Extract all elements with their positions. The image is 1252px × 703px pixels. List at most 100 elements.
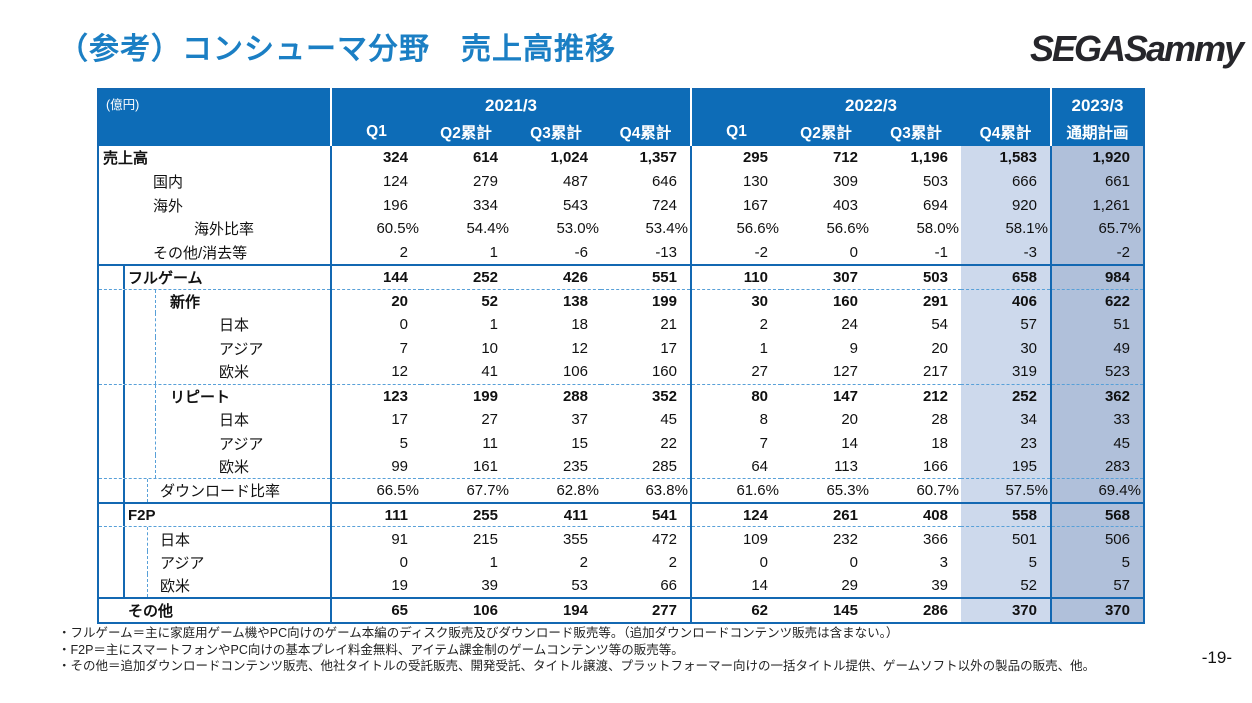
cell-value: 568: [1050, 502, 1144, 527]
cell-value: 62: [690, 597, 781, 624]
cell-value: 53: [571, 577, 588, 595]
page-number: -19-: [1201, 648, 1232, 667]
row-label: その他: [98, 597, 331, 624]
cell-value: 63.8%: [601, 478, 691, 504]
cell-value: 123: [330, 383, 421, 408]
cell-value: 622: [1050, 288, 1144, 313]
cell-value: 62.8%: [511, 478, 601, 504]
col-2021-q1: Q1: [330, 117, 421, 146]
cell-value: -3: [961, 240, 1051, 265]
cell-value: 503: [922, 173, 948, 191]
table-row: 欧米 19 39 53 66 14 29 39 52 57: [98, 574, 1144, 599]
table-row: アジア 5 11 15 22 7 14 18 23 45: [98, 431, 1144, 456]
cell-value: 57: [1050, 574, 1144, 599]
cell-value: 109: [690, 526, 781, 551]
year-2023-header: 2023/3: [1050, 89, 1144, 117]
cell-value: 334: [472, 196, 498, 214]
cell-value: 232: [781, 526, 871, 551]
cell-value: 22: [660, 434, 677, 452]
table-row: アジア 7 10 12 17 1 9 20 30 49: [98, 336, 1144, 361]
cell-value: 124: [330, 169, 421, 194]
col-2022-q1: Q1: [690, 117, 781, 146]
row-label: 欧米: [98, 574, 331, 598]
cell-value: 355: [511, 526, 601, 551]
cell-value: 60.5%: [330, 217, 421, 241]
cell-value: 352: [601, 383, 691, 408]
cell-value: 614: [472, 149, 498, 167]
cell-value: 646: [651, 173, 677, 191]
cell-value: 34: [961, 407, 1051, 432]
cell-value: 309: [832, 173, 858, 191]
row-label: その他/消去等: [153, 244, 248, 262]
cell-value: 66: [660, 577, 677, 595]
row-label: アジア: [98, 550, 331, 575]
cell-value: 17: [330, 407, 421, 432]
cell-value: 11: [482, 434, 498, 452]
cell-value: 145: [781, 597, 871, 624]
cell-value: 12: [330, 360, 421, 384]
cell-value: 37: [571, 411, 588, 429]
cell-value: 501: [961, 526, 1051, 551]
sales-table: (億円) 2021/3 2022/3 2023/3 Q1 Q2累計 Q3累計 Q…: [97, 88, 1145, 625]
table-row: 日本 17 27 37 45 8 20 28 34 33: [98, 407, 1144, 432]
row-label: リピート: [98, 383, 331, 408]
unit-label: (億円): [98, 89, 331, 146]
cell-value: 506: [1050, 526, 1144, 551]
cell-value: 7: [330, 336, 421, 361]
cell-value: 58.1%: [961, 217, 1051, 241]
cell-value: -2: [1050, 240, 1144, 265]
cell-value: 15: [571, 434, 588, 452]
cell-value: 41: [481, 363, 498, 381]
cell-value: 51: [1050, 312, 1144, 337]
cell-value: 14: [690, 574, 781, 599]
cell-value: 472: [601, 526, 691, 551]
cell-value: 1,583: [961, 146, 1051, 170]
cell-value: 283: [1050, 455, 1144, 479]
year-2021-header: 2021/3: [330, 89, 691, 117]
cell-value: 724: [651, 196, 677, 214]
footnote-line: ・フルゲーム＝主に家庭用ゲーム機やPC向けのゲーム本編のディスク販売及びダウンロ…: [58, 626, 899, 640]
cell-value: 160: [781, 288, 871, 313]
table-row: F2P 111 255 411 541 124 261 408 558 568: [98, 502, 1144, 528]
cell-value: 920: [961, 193, 1051, 218]
cell-value: 17: [660, 339, 677, 357]
cell-value: 366: [871, 526, 961, 551]
cell-value: 252: [961, 383, 1051, 408]
cell-value: 56.6%: [690, 217, 781, 241]
cell-value: 503: [871, 263, 961, 290]
cell-value: 27: [481, 411, 498, 429]
cell-value: 28: [931, 411, 948, 429]
cell-value: 167: [690, 193, 781, 218]
cell-value: 21: [660, 316, 677, 334]
footnotes: ・フルゲーム＝主に家庭用ゲーム機やPC向けのゲーム本編のディスク販売及びダウンロ…: [58, 625, 1095, 675]
page-title: （参考）コンシューマ分野 売上高推移: [58, 33, 616, 66]
cell-value: 255: [421, 502, 511, 527]
cell-value: 27: [690, 360, 781, 384]
cell-value: 61.6%: [690, 478, 781, 504]
cell-value: 1: [489, 553, 498, 571]
table-body: 売上高 324 614 1,024 1,357 295 712 1,196 1,583 1,920…: [98, 146, 1144, 624]
cell-value: 196: [330, 193, 421, 218]
sega-sammy-logo: SEGASammy: [1030, 30, 1244, 75]
cell-value: 20: [931, 339, 948, 357]
cell-value: 80: [690, 383, 781, 408]
cell-value: 252: [421, 263, 511, 290]
cell-value: 712: [832, 149, 858, 167]
table-header: (億円) 2021/3 2022/3 2023/3 Q1 Q2累計 Q3累計 Q…: [98, 89, 1144, 146]
col-2021-q3: Q3累計: [511, 117, 601, 146]
cell-value: 8: [690, 407, 781, 432]
cell-value: 0: [330, 312, 421, 337]
cell-value: 53.0%: [556, 220, 599, 238]
table-row: 売上高 324 614 1,024 1,357 295 712 1,196 1,583 1,920: [98, 146, 1144, 170]
year-2022-header: 2022/3: [690, 89, 1051, 117]
row-label: アジア: [98, 431, 331, 455]
cell-value: 66.5%: [330, 478, 421, 504]
col-2022-q2: Q2累計: [781, 117, 871, 146]
cell-value: 2: [330, 240, 421, 265]
cell-value: 65.3%: [781, 478, 871, 504]
cell-value: 60.7%: [871, 478, 961, 504]
cell-value: 20: [841, 411, 858, 429]
cell-value: 551: [601, 263, 691, 290]
cell-value: 111: [330, 502, 421, 527]
